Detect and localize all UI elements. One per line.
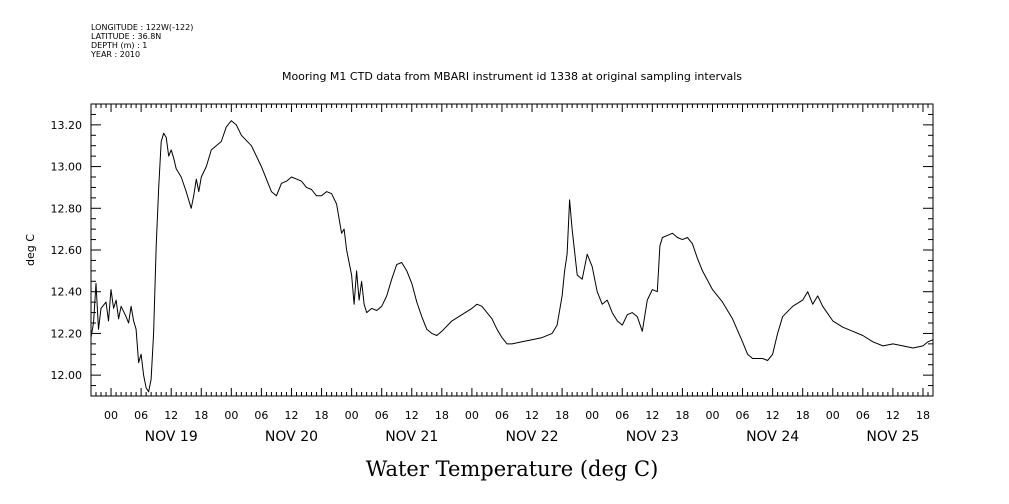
x-tick-label: 06 (375, 409, 389, 422)
x-tick-label: 06 (495, 409, 509, 422)
y-tick-label: 12.20 (51, 327, 83, 340)
x-day-label: NOV 22 (506, 429, 559, 445)
x-tick-label: 00 (826, 409, 840, 422)
x-day-label: NOV 23 (626, 429, 679, 445)
series-group (90, 120, 934, 393)
x-tick-label: 18 (916, 409, 930, 422)
y-tick-label: 12.80 (51, 202, 83, 215)
y-axis: 12.00 12.20 12.40 12.60 12.80 13.00 13.20 (51, 103, 933, 397)
x-tick-label: 06 (615, 409, 629, 422)
x-axis-label: Water Temperature (deg C) (366, 457, 659, 481)
metadata-line: LATITUDE : 36.8N (91, 32, 161, 41)
plot-frame (90, 103, 934, 397)
x-tick-label: 12 (525, 409, 539, 422)
x-tick-label: 18 (194, 409, 208, 422)
x-tick-label: 00 (224, 409, 238, 422)
x-day-label: NOV 20 (265, 429, 318, 445)
x-day-label: NOV 25 (866, 429, 919, 445)
x-tick-label: 00 (104, 409, 118, 422)
x-day-label: NOV 24 (746, 429, 799, 445)
x-tick-label: 12 (766, 409, 780, 422)
y-axis-label: deg C (24, 234, 37, 266)
x-tick-label: 12 (886, 409, 900, 422)
x-tick-label: 18 (555, 409, 569, 422)
x-tick-label: 06 (736, 409, 750, 422)
x-day-label: NOV 21 (385, 429, 438, 445)
x-tick-label: 00 (465, 409, 479, 422)
chart-title: Mooring M1 CTD data from MBARI instrumen… (282, 70, 742, 83)
metadata-block: LONGITUDE : 122W(-122)LATITUDE : 36.8NDE… (90, 23, 193, 59)
x-tick-label: 06 (856, 409, 870, 422)
x-tick-label: 00 (705, 409, 719, 422)
y-tick-label: 12.40 (51, 286, 83, 299)
metadata-line: YEAR : 2010 (90, 50, 140, 59)
x-tick-label: 00 (345, 409, 359, 422)
x-tick-label: 12 (645, 409, 659, 422)
x-tick-label: 12 (164, 409, 178, 422)
x-tick-label: 12 (284, 409, 298, 422)
x-tick-label: 18 (435, 409, 449, 422)
y-tick-label: 13.20 (51, 119, 83, 132)
x-day-label: NOV 19 (145, 429, 198, 445)
series-line (90, 120, 934, 393)
x-tick-label: 06 (254, 409, 268, 422)
x-tick-label: 18 (315, 409, 329, 422)
metadata-line: DEPTH (m) : 1 (91, 41, 147, 50)
x-tick-label: 18 (675, 409, 689, 422)
y-tick-label: 12.60 (51, 244, 83, 257)
metadata-line: LONGITUDE : 122W(-122) (91, 23, 193, 32)
y-tick-label: 12.00 (51, 369, 83, 382)
x-tick-label: 00 (585, 409, 599, 422)
x-tick-label: 06 (134, 409, 148, 422)
y-tick-label: 13.00 (51, 161, 83, 174)
x-tick-label: 12 (405, 409, 419, 422)
x-axis: 00 06 12 18 00 06 12 18 00 06 12 18 00 06 12 18 00 06 12 18… (90, 104, 934, 445)
x-tick-label: 18 (796, 409, 810, 422)
